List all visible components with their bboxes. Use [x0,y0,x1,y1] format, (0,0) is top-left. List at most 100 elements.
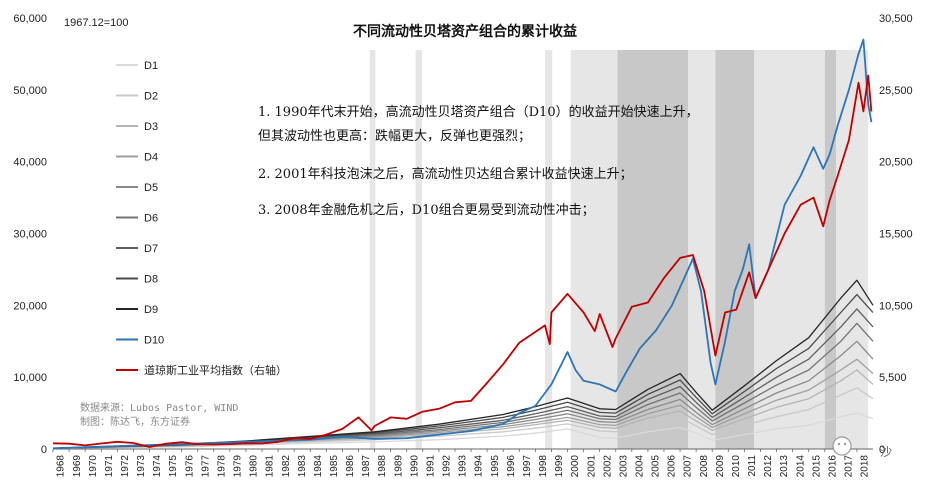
x-tick-label: 1998 [538,455,549,478]
axes: 0 10,000 20,000 30,000 40,000 50,000 60,000 0 5,… [13,13,912,477]
shaded-period [824,50,837,449]
x-tick-label: 1977 [200,455,211,478]
legend-label: D1 [144,60,158,72]
x-tick-label: 2010 [731,455,742,478]
y-left-tick: 20,000 [13,300,47,312]
source-note: 数据来源：Lubos Pastor, WIND 制图：陈达飞，东方证券 [80,401,238,428]
wechat-icon [832,436,852,456]
x-tick-label: 1987 [361,455,372,478]
x-tick-label: 1984 [313,455,324,478]
x-tick-label: 2015 [811,455,822,478]
x-tick-label: 2002 [602,455,613,478]
x-tick-label: 1995 [490,455,501,478]
x-tick-label: 2005 [651,455,662,478]
y-right-tick: 20,500 [879,157,913,169]
x-tick-label: 1981 [265,455,276,478]
base-note: 1967.12=100 [64,17,129,29]
watermark-text: 沙 [880,445,892,459]
legend-label: D10 [144,335,164,347]
series-line-D9 [52,279,874,449]
x-tick-label: 2000 [570,455,581,478]
shaded-period [415,50,422,449]
y-right-tick: 25,500 [879,85,913,97]
shaded-period [617,50,689,449]
x-tick-label: 1993 [458,455,469,478]
x-tick-label: 1978 [216,455,227,478]
legend-label: D3 [144,121,158,133]
y-right-tick: 15,500 [879,229,913,241]
x-tick-label: 2017 [844,455,855,478]
legend-label: 道琼斯工业平均指数（右轴） [144,363,287,377]
y-left-tick: 30,000 [13,229,47,241]
y-left-tick: 50,000 [13,85,47,97]
legend-label: D7 [144,243,158,255]
x-tick-label: 2018 [860,455,871,478]
watermark: 沙 [832,436,892,459]
shaded-period [754,50,825,449]
annotation-1b: 但其波动性也更高：跌幅更大，反弹也更强烈； [258,128,531,144]
annotation-2: 2. 2001年科技泡沫之后，高流动性贝达组合累计收益快速上升； [258,166,633,182]
x-tick-label: 1979 [233,455,244,478]
legend-label: D8 [144,274,158,286]
chart-title: 不同流动性贝塔资产组合的累计收益 [353,23,577,40]
x-tick-label: 1991 [425,455,436,478]
x-tick-label: 1971 [104,455,115,478]
x-tick-label: 2009 [715,455,726,478]
x-tick-label: 2011 [747,455,758,477]
x-tick-label: 1996 [506,455,517,478]
x-tick-label: 1972 [120,455,131,478]
x-tick-label: 1973 [136,455,147,478]
x-tick-label: 1986 [345,455,356,478]
x-tick-label: 2014 [795,455,806,478]
legend-label: D6 [144,213,158,225]
series-line-D2 [52,387,874,449]
x-tick-label: 1970 [88,455,99,478]
legend-label: D5 [144,182,158,194]
x-tick-label: 2004 [635,455,646,478]
y-right-tick: 10,500 [879,300,913,312]
legend-label: D2 [144,91,158,103]
series-line-D10 [52,38,873,450]
shaded-period [688,50,716,449]
x-tick-label: 1982 [281,455,292,478]
x-tick-label: 1983 [297,455,308,478]
y-left-tick: 0 [41,444,47,456]
y-right-tick: 0 [879,444,885,456]
x-tick-label: 2013 [779,455,790,478]
series-line-D1 [52,412,874,449]
legend-label: D4 [144,152,158,164]
x-tick-label: 2006 [667,455,678,478]
annotation-block: 1. 1990年代末开始，高流动性贝塔资产组合（D10）的收益开始快速上升， 但… [258,104,699,218]
x-tick-label: 1968 [56,455,67,478]
source-line-2: 制图：陈达飞，东方证券 [80,415,190,428]
x-tick-label: 1976 [184,455,195,478]
series-line-道琼斯工业平均指数（右轴） [52,74,873,448]
recession-shading [369,50,869,449]
shaded-period [545,50,553,449]
x-tick-label: 1988 [377,455,388,478]
x-tick-label: 1974 [152,455,163,478]
legend: D1 D2 D3 D4 D5 D6 D7 D8 D9 D10 道琼斯工业平均指数（右轴） [116,60,287,377]
x-tick-label: 2012 [763,455,774,478]
x-tick-label: 1994 [474,455,485,478]
x-tick-label: 2007 [683,455,694,478]
x-tick-label: 1990 [409,455,420,478]
x-tick-label: 1985 [329,455,340,478]
annotation-3: 3. 2008年金融危机之后，D10组合更易受到流动性冲击； [258,202,595,218]
x-tick-label: 1997 [522,455,533,478]
x-tick-label: 1980 [249,455,260,478]
x-tick-label: 2003 [618,455,629,478]
x-tick-label: 1975 [168,455,179,478]
x-tick-label: 2008 [699,455,710,478]
shaded-period [369,50,376,449]
legend-label: D9 [144,304,158,316]
x-tick-label: 2001 [586,455,597,478]
y-right-tick: 30,500 [879,13,913,25]
annotation-1: 1. 1990年代末开始，高流动性贝塔资产组合（D10）的收益开始快速上升， [258,104,699,120]
source-line-1: 数据来源：Lubos Pastor, WIND [80,401,238,414]
x-tick-label: 1989 [393,455,404,478]
x-tick-label: 1992 [442,455,453,478]
x-tick-label: 1999 [554,455,565,478]
y-left-tick: 60,000 [13,13,47,25]
